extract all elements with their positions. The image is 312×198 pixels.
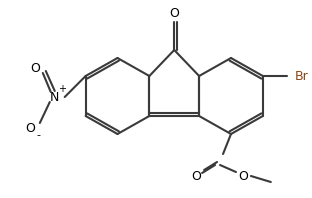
Text: +: + (58, 84, 66, 94)
Text: O: O (191, 170, 201, 184)
Text: O: O (169, 7, 179, 20)
Text: Br: Br (295, 69, 309, 83)
Text: O: O (238, 169, 248, 183)
Text: -: - (37, 130, 41, 140)
Text: O: O (30, 62, 40, 74)
Text: O: O (25, 122, 35, 134)
Text: N: N (50, 90, 60, 104)
